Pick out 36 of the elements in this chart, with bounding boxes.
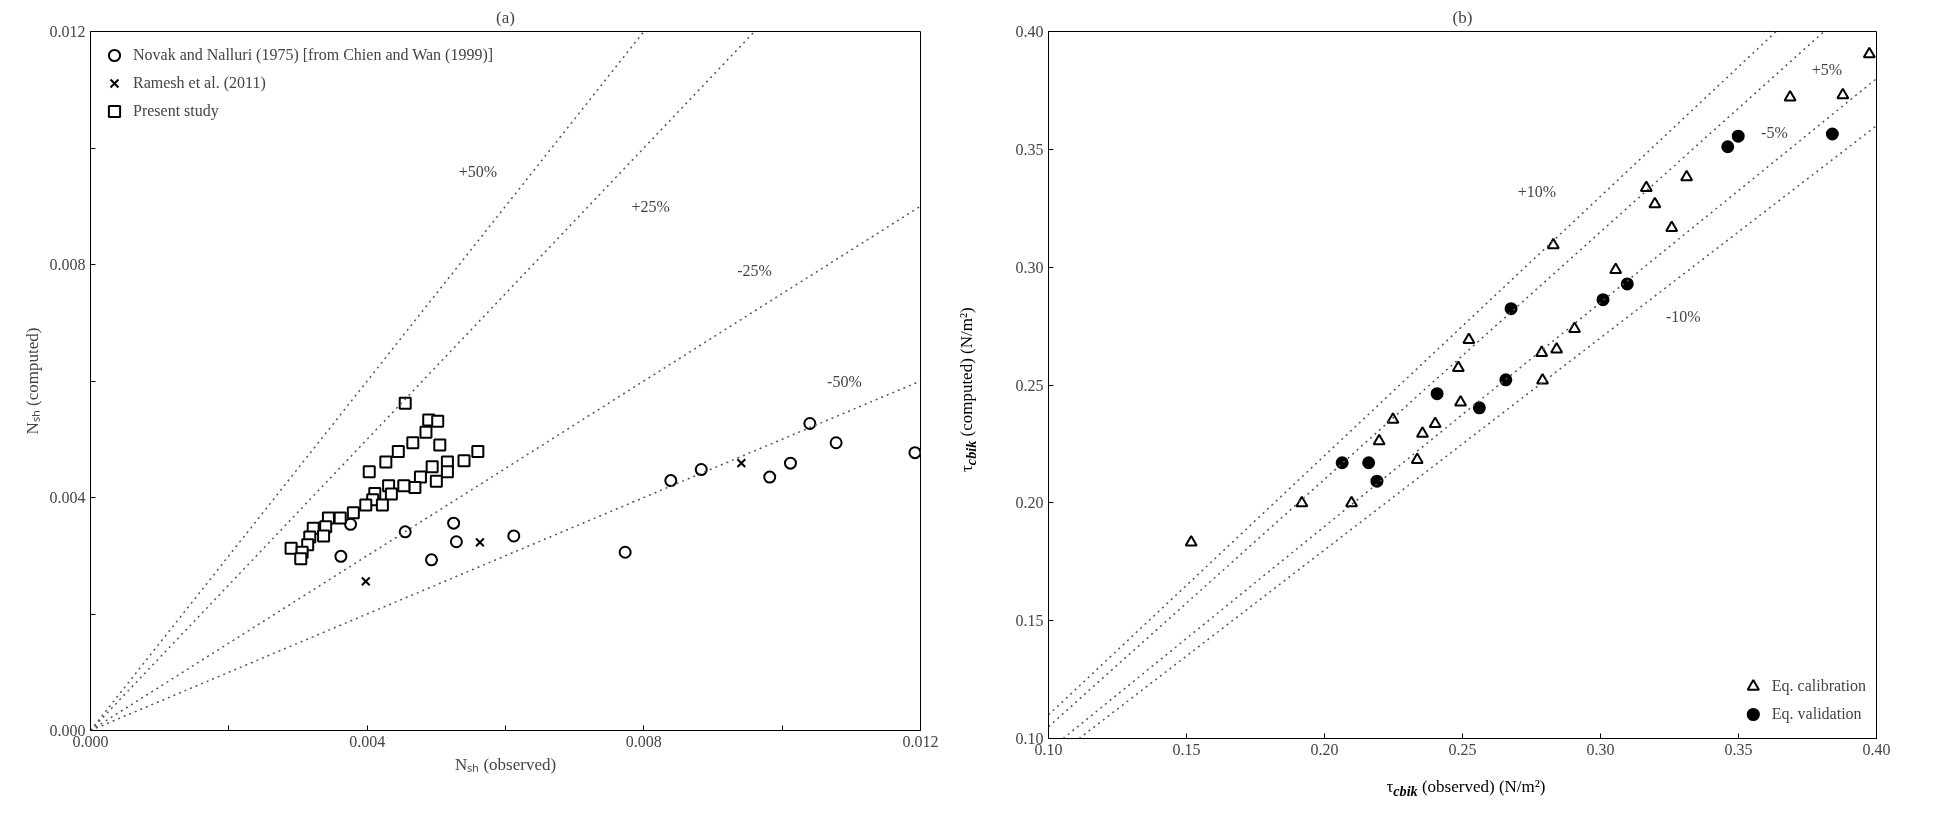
chart-title: (a) [496,7,515,27]
annotation: +50% [458,162,498,180]
y-tick-label: 0.008 [49,256,86,273]
x-tick-label: 0.004 [349,732,386,750]
annotation: -50% [827,372,862,390]
y-tick-label: 0.012 [49,23,86,40]
chart-title: (b) [1452,7,1473,27]
x-tick-label: 0.012 [902,732,939,750]
x-tick-label: 0.35 [1724,740,1753,758]
annotation: -10% [1665,308,1701,326]
y-tick-label: 0.40 [1015,23,1044,40]
annotation: -5% [1761,124,1788,142]
x-tick-label: 0.25 [1448,740,1477,758]
x-tick-label: 0.40 [1862,740,1891,758]
legend-label: Eq. validation [1771,705,1862,723]
x-tick-label: 0.30 [1586,740,1615,758]
x-tick-label: 0.15 [1172,740,1201,758]
annotation: +5% [1811,60,1842,78]
y-tick-label: 0.004 [49,489,86,506]
x-axis-title: Nₛₕ (observed) [454,754,557,774]
x-tick-label: 0.20 [1310,740,1339,758]
x-tick-label: 0.008 [625,732,662,750]
annotation: -25% [737,261,772,279]
annotation: +10% [1517,183,1557,201]
legend-label: Eq. calibration [1771,677,1866,695]
y-tick-label: 0.15 [1015,612,1044,630]
x-axis-title: τ$_{cbik}$ (observed) (N/m²) [1386,776,1546,802]
y-tick-label: 0.25 [1015,376,1044,394]
annotation: +25% [631,197,670,215]
legend-label: Ramesh et al. (2011) [133,74,266,92]
legend-label: Novak and Nalluri (1975) [from Chien and Wan (1999)] [133,46,494,64]
y-tick-label: 0.20 [1015,494,1044,512]
y-tick-label: 0.30 [1015,258,1044,276]
legend-label: Present study [133,102,219,120]
y-axis-title: Nₛₕ (computed) [22,327,42,435]
y-tick-label: 0.35 [1015,140,1044,158]
